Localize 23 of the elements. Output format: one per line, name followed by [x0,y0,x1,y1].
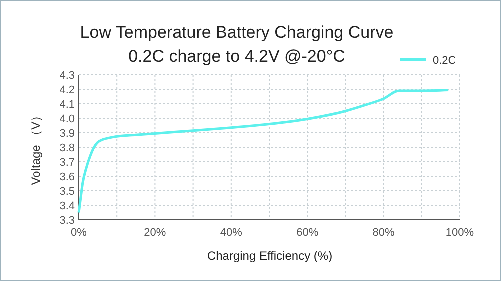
x-tick-label: 100% [446,227,474,239]
y-tick-label: 4.0 [60,113,75,126]
y-tick-label: 3.4 [60,200,75,212]
x-axis-title: Charging Efficiency (%) [207,249,333,263]
y-tick-label: 4.1 [60,98,75,111]
x-tick-label: 80% [372,227,396,239]
x-tick-label: 60% [296,227,319,239]
y-tick-label: 4.2 [60,84,75,96]
chart-title: Low Temperature Battery Charging Curve [80,23,394,42]
y-axis-title: Voltage （V） [29,110,43,186]
x-tick-label: 40% [220,227,243,239]
chart-subtitle: 0.2C charge to 4.2V @-20°C [128,47,346,66]
legend-label: 0.2C [433,54,456,67]
x-tick-label: 0% [71,227,88,239]
x-tick-label: 20% [144,227,166,239]
line-series [78,88,450,214]
y-tick-label: 3.7 [60,156,75,169]
y-tick-label: 3.5 [60,186,75,198]
y-tick-label: 3.8 [60,142,75,154]
y-tick-label: 3.6 [60,171,75,184]
y-tick-label: 3.3 [60,214,75,227]
y-tick-label: 4.3 [60,70,75,82]
y-tick-label: 3.9 [60,128,75,140]
